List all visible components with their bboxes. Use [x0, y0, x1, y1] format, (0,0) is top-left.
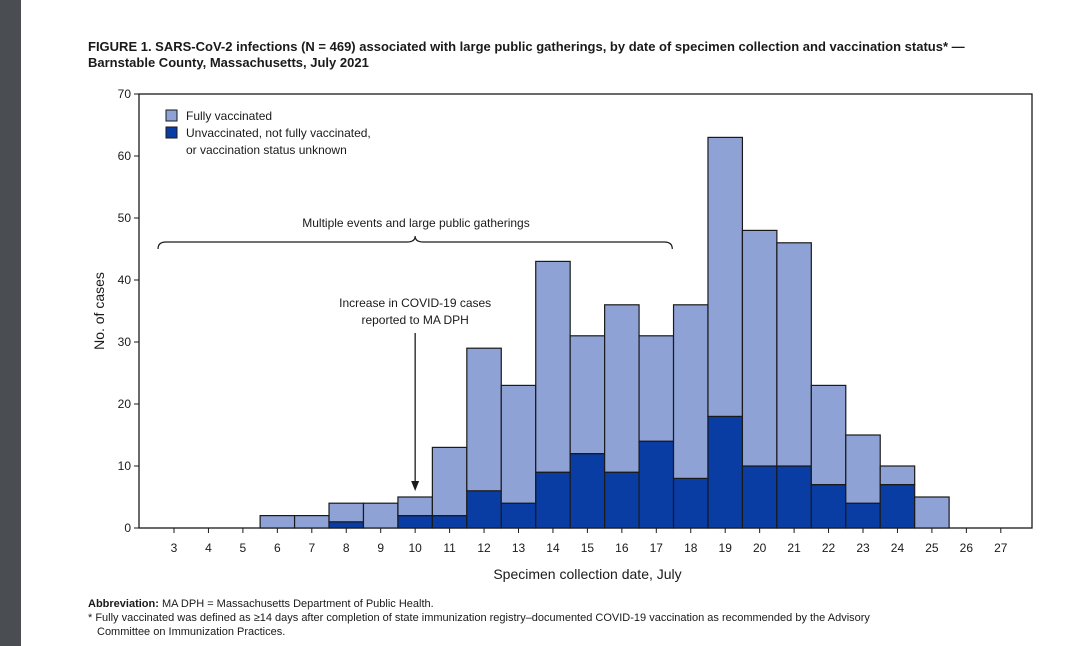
bar-segment-unvaccinated — [707, 415, 744, 529]
window-edge-bar — [0, 0, 21, 646]
bar-segment-unvaccinated — [535, 471, 571, 529]
bar-segment-fully-vaccinated — [569, 335, 606, 455]
bar-segment-unvaccinated — [845, 502, 881, 529]
y-tick-label: 70 — [118, 87, 132, 101]
bar-segment-fully-vaccinated — [466, 347, 502, 492]
vaccination-definition-note: * Fully vaccinated was defined as ≥14 da… — [88, 612, 870, 624]
x-tick-label: 16 — [615, 541, 629, 555]
bar-segment-fully-vaccinated — [741, 229, 778, 467]
abbreviation-note: Abbreviation: MA DPH = Massachusetts Dep… — [88, 597, 1058, 611]
legend-label-unvaccinated: or vaccination status unknown — [186, 143, 347, 157]
x-tick-label: 7 — [308, 541, 315, 555]
bar-segment-unvaccinated — [879, 484, 916, 529]
x-tick-label: 15 — [581, 541, 595, 555]
footnotes: Abbreviation: MA DPH = Massachusetts Dep… — [88, 597, 1058, 639]
bar-segment-fully-vaccinated — [914, 496, 950, 529]
bar-segment-fully-vaccinated — [535, 260, 571, 473]
bar-segment-fully-vaccinated — [431, 446, 468, 517]
bar-segment-fully-vaccinated — [500, 384, 537, 504]
x-tick-label: 10 — [408, 541, 422, 555]
bar-segment-unvaccinated — [810, 484, 847, 529]
x-tick-label: 4 — [205, 541, 212, 555]
x-tick-label: 23 — [856, 541, 870, 555]
x-tick-label: 22 — [822, 541, 836, 555]
bar-segment-unvaccinated — [672, 477, 709, 529]
bar-segment-fully-vaccinated — [776, 242, 812, 467]
x-tick-label: 26 — [960, 541, 974, 555]
bar-segment-fully-vaccinated — [259, 514, 296, 529]
gathering-period-label: Multiple events and large public gatheri… — [302, 216, 529, 230]
legend-label-fully-vaccinated: Fully vaccinated — [186, 109, 272, 123]
x-tick-label: 11 — [443, 541, 456, 555]
x-tick-label: 9 — [377, 541, 384, 555]
bar-segment-fully-vaccinated — [362, 502, 399, 529]
bar-segment-fully-vaccinated — [604, 304, 640, 473]
x-tick-label: 14 — [546, 541, 560, 555]
x-axis-title: Specimen collection date, July — [493, 566, 681, 582]
bar-segment-unvaccinated — [741, 465, 778, 529]
dph-report-label: Increase in COVID-19 cases — [339, 296, 491, 310]
y-tick-label: 30 — [118, 335, 132, 349]
x-tick-label: 13 — [512, 541, 526, 555]
gathering-period-brace — [157, 235, 673, 250]
bar-segment-unvaccinated — [569, 453, 606, 529]
dph-report-label: reported to MA DPH — [361, 313, 468, 327]
vaccination-definition-note-cont: Committee on Immunization Practices. — [97, 626, 286, 638]
bar-segment-unvaccinated — [500, 502, 537, 529]
y-tick-label: 10 — [118, 459, 132, 473]
dph-report-arrow-head — [411, 481, 420, 491]
x-tick-label: 18 — [684, 541, 698, 555]
legend-swatch-fully-vaccinated — [165, 109, 178, 122]
y-tick-label: 40 — [118, 273, 132, 287]
bar-segment-fully-vaccinated — [707, 136, 744, 417]
x-tick-label: 8 — [343, 541, 350, 555]
x-tick-label: 5 — [240, 541, 247, 555]
bar-segment-fully-vaccinated — [328, 502, 365, 523]
x-tick-label: 12 — [477, 541, 491, 555]
y-tick-label: 50 — [118, 211, 132, 225]
y-tick-label: 60 — [118, 149, 132, 163]
y-axis-title: No. of cases — [91, 272, 107, 350]
x-tick-label: 3 — [171, 541, 178, 555]
abbreviation-label: Abbreviation: — [88, 598, 159, 610]
y-tick-label: 0 — [124, 521, 131, 535]
x-tick-label: 21 — [787, 541, 801, 555]
legend-swatch-unvaccinated — [165, 126, 178, 139]
bar-segment-unvaccinated — [776, 465, 812, 529]
x-tick-label: 27 — [994, 541, 1008, 555]
x-tick-label: 20 — [753, 541, 767, 555]
bar-segment-unvaccinated — [638, 440, 675, 529]
bar-segment-unvaccinated — [328, 521, 365, 529]
bar-segment-fully-vaccinated — [293, 514, 330, 529]
bar-segment-fully-vaccinated — [672, 304, 709, 479]
bar-segment-fully-vaccinated — [638, 335, 675, 442]
x-tick-label: 17 — [650, 541, 664, 555]
bar-segment-fully-vaccinated — [879, 465, 916, 486]
legend-label-unvaccinated: Unvaccinated, not fully vaccinated, — [186, 126, 371, 140]
bar-segment-unvaccinated — [397, 514, 433, 529]
bar-segment-fully-vaccinated — [810, 384, 847, 486]
x-tick-label: 24 — [891, 541, 905, 555]
figure-title: FIGURE 1. SARS-CoV-2 infections (N = 469… — [88, 39, 1058, 71]
x-tick-label: 6 — [274, 541, 281, 555]
figure-title-line-1: FIGURE 1. SARS-CoV-2 infections (N = 469… — [88, 39, 965, 54]
abbreviation-text: MA DPH = Massachusetts Department of Pub… — [158, 598, 434, 610]
bar-segment-unvaccinated — [431, 514, 468, 529]
bar-segment-unvaccinated — [466, 490, 502, 529]
x-tick-label: 25 — [925, 541, 939, 555]
bar-segment-unvaccinated — [604, 471, 640, 529]
bar-segment-fully-vaccinated — [397, 496, 433, 517]
x-tick-label: 19 — [719, 541, 733, 555]
bar-segment-fully-vaccinated — [845, 434, 881, 504]
figure-title-line-2: Barnstable County, Massachusetts, July 2… — [88, 55, 369, 70]
y-tick-label: 20 — [118, 397, 132, 411]
